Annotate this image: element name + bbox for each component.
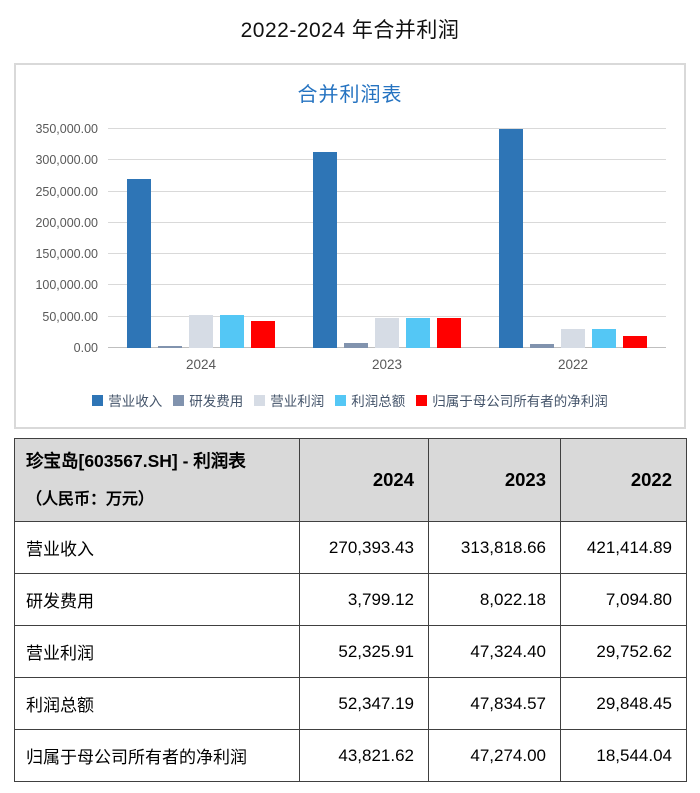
row-label: 利润总额 [14,677,300,730]
gridline [108,159,666,161]
bar [561,329,585,348]
row-label: 营业利润 [14,625,300,678]
legend-swatch-icon [254,394,266,406]
y-tick-label: 150,000.00 [35,247,98,262]
legend-item: 利润总额 [335,390,405,410]
bar-group [294,129,480,348]
column-header-2023: 2023 [428,438,561,522]
bar-groups [108,129,666,348]
chart-legend: 营业收入 研发费用 营业利润 利润总额 归属于母公司所有者的净利润 [16,390,684,410]
bar [220,315,244,348]
table-row: 利润总额 52,347.19 47,834.57 29,848.45 [14,677,687,730]
cell-value: 313,818.66 [428,521,561,574]
bar [530,343,554,348]
x-axis-labels: 2024 2023 2022 [108,357,666,372]
cell-value: 47,324.40 [428,625,561,678]
legend-label: 营业收入 [108,394,163,409]
cell-value: 52,347.19 [299,677,429,730]
x-tick-label: 2023 [371,357,403,372]
cell-value: 47,834.57 [428,677,561,730]
legend-item: 营业收入 [92,390,162,410]
cell-value: 270,393.43 [299,521,429,574]
y-tick-label: 50,000.00 [42,309,98,324]
table-row: 归属于母公司所有者的净利润 43,821.62 47,274.00 18,544.04 [14,729,687,782]
page-title: 2022-2024 年合并利润 [240,19,460,42]
gridline [108,221,666,223]
y-tick-label: 250,000.00 [35,184,98,199]
x-tick-label: 2022 [557,357,589,372]
profit-chart-card: 合并利润表 0.00 50,000.00 100,000.00 150,000.00 2… [14,63,686,429]
legend-swatch-icon [92,394,104,406]
gridline [108,253,666,255]
legend-swatch-icon [335,394,347,406]
bar [592,329,616,348]
y-tick-label: 200,000.00 [35,215,98,230]
legend-label: 营业利润 [270,394,325,409]
table-header-row: 珍宝岛[603567.SH] - 利润表 （人民币：万元） 2024 2023 … [14,438,687,522]
row-label: 归属于母公司所有者的净利润 [14,729,300,782]
legend-label: 研发费用 [189,394,244,409]
cell-value: 18,544.04 [560,729,687,782]
y-tick-label: 0.00 [73,341,98,355]
cell-value: 29,752.62 [560,625,687,678]
table-title: 珍宝岛[603567.SH] - 利润表 [26,450,246,471]
bar [437,318,461,348]
y-tick-label: 350,000.00 [35,122,98,136]
column-header-2022: 2022 [560,438,687,522]
bar [623,336,647,348]
cell-value: 7,094.80 [560,573,687,626]
legend-item: 营业利润 [254,390,324,410]
y-tick-label: 300,000.00 [35,153,98,168]
cell-value: 8,022.18 [428,573,561,626]
legend-swatch-icon [416,394,428,406]
bar [313,151,337,348]
legend-item: 归属于母公司所有者的净利润 [416,390,608,410]
cell-value: 421,414.89 [560,521,687,574]
chart-plot-area: 0.00 50,000.00 100,000.00 150,000.00 200,000… [35,122,666,372]
bar [158,345,182,348]
bar [499,129,523,348]
chart-title: 合并利润表 [297,84,403,106]
cell-value: 3,799.12 [299,573,429,626]
column-header-2024: 2024 [299,438,429,522]
profit-table-body: 营业收入 270,393.43 313,818.66 421,414.89 研发费用 3,… [14,521,687,782]
bar [375,318,399,348]
table-row: 研发费用 3,799.12 8,022.18 7,094.80 [14,573,687,626]
legend-label: 利润总额 [351,394,406,409]
gridline [108,190,666,192]
cell-value: 47,274.00 [428,729,561,782]
bar [127,178,151,348]
table-title-cell: 珍宝岛[603567.SH] - 利润表 （人民币：万元） [14,438,300,522]
bar-group [108,129,294,348]
profit-table: 珍宝岛[603567.SH] - 利润表 （人民币：万元） 2024 2023 … [14,438,687,782]
bar [344,342,368,348]
gridline [108,128,666,129]
table-currency-unit: （人民币：万元） [26,491,155,509]
bar [406,318,430,348]
x-tick-label: 2024 [185,357,217,372]
y-tick-label: 100,000.00 [35,278,98,293]
cell-value: 52,325.91 [299,625,429,678]
cell-value: 43,821.62 [299,729,429,782]
row-label: 研发费用 [14,573,300,626]
table-row: 营业收入 270,393.43 313,818.66 421,414.89 [14,521,687,574]
bar [251,320,275,348]
legend-label: 归属于母公司所有者的净利润 [432,394,608,409]
cell-value: 29,848.45 [560,677,687,730]
row-label: 营业收入 [14,521,300,574]
y-axis-ticks: 0.00 50,000.00 100,000.00 150,000.00 200,000… [12,122,98,355]
gridline [108,315,666,317]
bar-group [480,129,666,348]
legend-item: 研发费用 [173,390,243,410]
legend-swatch-icon [173,394,185,406]
bar [189,315,213,348]
table-row: 营业利润 52,325.91 47,324.40 29,752.62 [14,625,687,678]
gridline [108,284,666,286]
